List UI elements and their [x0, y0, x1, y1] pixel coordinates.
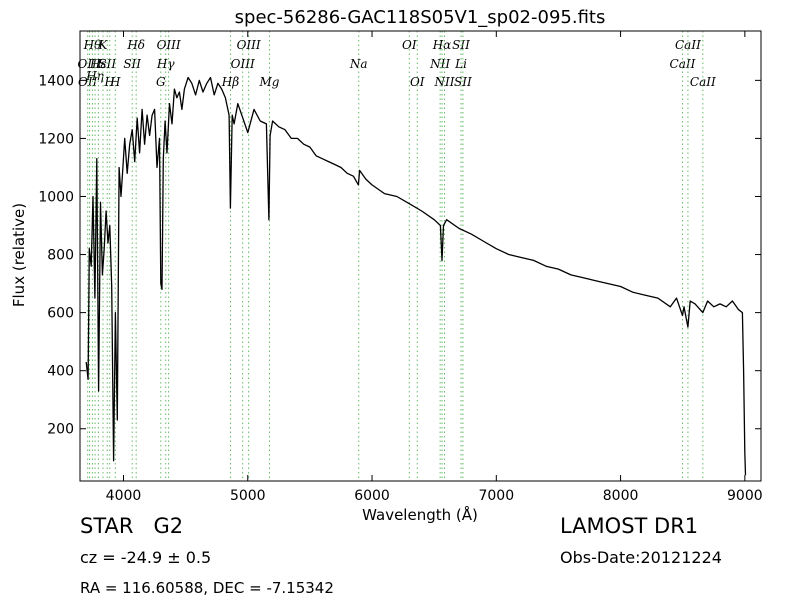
observation-date: Obs-Date:20121224: [560, 548, 722, 567]
y-tick-label-2: 600: [47, 306, 74, 322]
marker-label-7: H: [103, 75, 115, 89]
marker-label-26: SII: [454, 75, 472, 89]
x-tick-label-4: 8000: [603, 488, 639, 504]
spectrum-series-0: [85, 76, 747, 476]
marker-label-28: CaII: [675, 38, 701, 52]
marker-label-19: OI: [402, 38, 417, 52]
redshift-text: cz = -24.9 ± 0.5: [80, 548, 212, 567]
coordinates-text: RA = 116.60588, DEC = -7.15342: [80, 579, 334, 597]
y-tick-label-1: 400: [47, 364, 74, 380]
y-tick-label-6: 1400: [38, 73, 74, 89]
x-tick-label-2: 6000: [354, 488, 390, 504]
x-axis-label: Wavelength (Å): [362, 505, 478, 524]
marker-label-23: NII: [433, 75, 454, 89]
survey-name: LAMOST DR1: [560, 514, 699, 538]
marker-label-18: Na: [349, 57, 368, 71]
object-class-text: STAR G2: [80, 514, 184, 538]
marker-label-15: OIII: [231, 57, 255, 71]
marker-label-3: Hη: [85, 69, 104, 83]
marker-label-29: CaII: [690, 75, 716, 89]
marker-label-22: Hα: [432, 38, 452, 52]
spectrum-line-layer: [85, 76, 747, 476]
marker-label-2: Hθ: [83, 38, 102, 52]
axes: 4000 5000 6000 7000 8000 9000 200 400 600 800 1000…: [38, 30, 763, 504]
marker-label-25: Li: [454, 57, 467, 71]
marker-label-27: CaII: [670, 57, 696, 71]
marker-label-9: SII: [123, 57, 141, 71]
plot-frame: [79, 30, 762, 482]
marker-label-12: Hγ: [156, 57, 175, 71]
marker-label-6: SII: [98, 57, 116, 71]
x-tick-label-1: 5000: [230, 488, 266, 504]
y-tick-label-5: 1200: [38, 131, 74, 147]
x-tick-label-0: 4000: [106, 488, 142, 504]
marker-label-1: OIII: [78, 57, 102, 71]
marker-label-11: G: [156, 75, 166, 89]
y-tick-label-4: 1000: [38, 189, 74, 205]
y-tick-label-3: 800: [47, 248, 74, 264]
y-tick-label-0: 200: [47, 422, 74, 438]
x-tick-label-3: 7000: [478, 488, 514, 504]
x-tick-label-5: 9000: [727, 488, 763, 504]
marker-label-10: Hδ: [126, 38, 145, 52]
marker-label-14: Hβ: [221, 75, 239, 89]
marker-label-13: OIII: [157, 38, 181, 52]
marker-label-16: OIII: [237, 38, 261, 52]
marker-label-8: H: [109, 75, 121, 89]
marker-label-4: Hε: [89, 57, 107, 71]
chart-title: spec-56286-GAC118S05V1_sp02-095.fits: [235, 7, 606, 28]
marker-label-20: OI: [410, 75, 425, 89]
y-axis-label: Flux (relative): [10, 203, 28, 307]
marker-label-17: Mg: [259, 75, 280, 89]
marker-label-21: NII: [429, 57, 450, 71]
marker-label-5: K: [98, 38, 109, 52]
